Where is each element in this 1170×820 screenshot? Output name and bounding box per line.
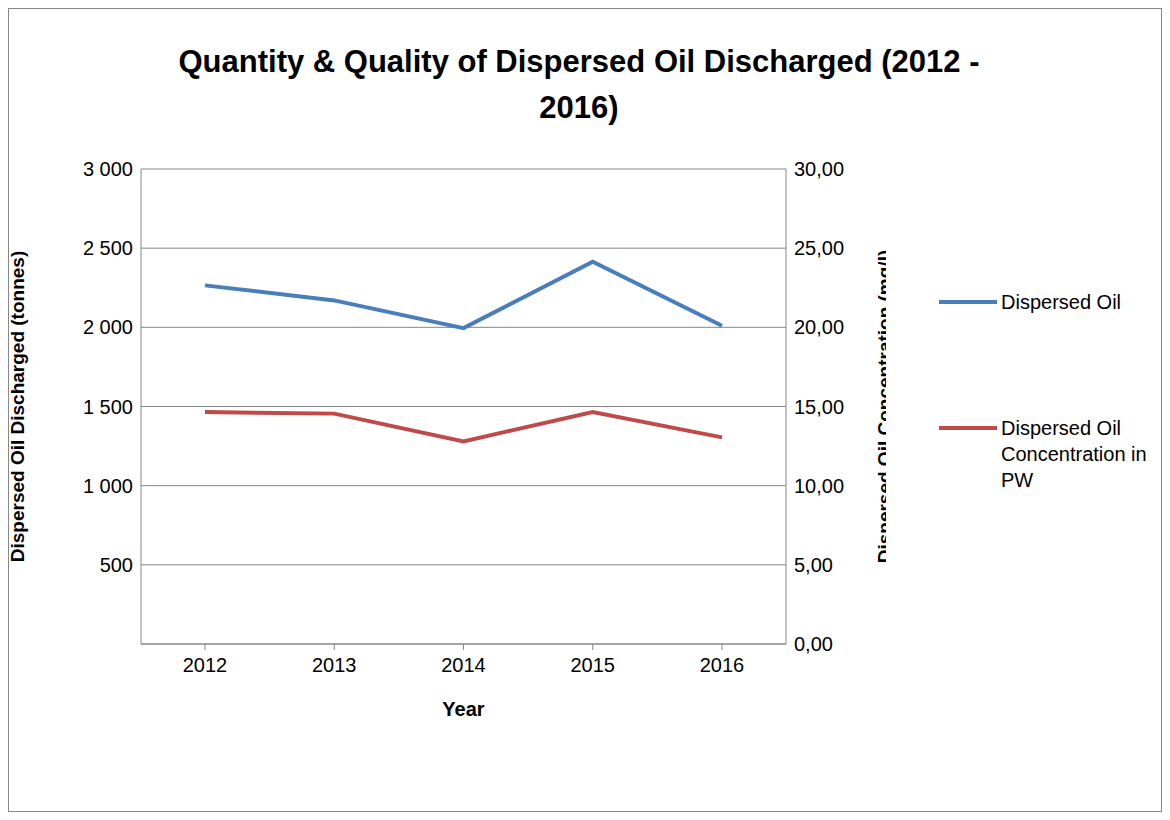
- svg-text:5,00: 5,00: [794, 554, 833, 576]
- svg-text:2 500: 2 500: [83, 237, 133, 259]
- svg-text:1 500: 1 500: [83, 396, 133, 418]
- svg-text:2 000: 2 000: [83, 316, 133, 338]
- svg-text:30,00: 30,00: [794, 158, 844, 180]
- svg-text:2012: 2012: [183, 654, 228, 676]
- svg-text:Dispersed Oil Discharged (tonn: Dispersed Oil Discharged (tonnes): [9, 251, 28, 562]
- svg-text:2013: 2013: [312, 654, 357, 676]
- svg-text:2014: 2014: [441, 654, 486, 676]
- svg-text:15,00: 15,00: [794, 396, 844, 418]
- svg-text:25,00: 25,00: [794, 237, 844, 259]
- svg-text:0,00: 0,00: [794, 633, 833, 655]
- svg-text:Year: Year: [442, 698, 484, 720]
- svg-text:2015: 2015: [571, 654, 616, 676]
- svg-text:3 000: 3 000: [83, 158, 133, 180]
- svg-text:10,00: 10,00: [794, 475, 844, 497]
- html-text:Quantity & Quality of Disperse: Quantity & Quality of Dispersed Oil Disc…: [178, 44, 980, 125]
- svg-text:500: 500: [100, 554, 133, 576]
- html-text:Dispersed Oil Concentration in: Dispersed Oil Concentration in PW: [1001, 417, 1147, 491]
- svg-text:1 000: 1 000: [83, 475, 133, 497]
- svg-text:2016: 2016: [700, 654, 745, 676]
- html-text:Dispersed Oil: Dispersed Oil: [1001, 291, 1121, 313]
- svg-text:Dispersed Oil Concentration (m: Dispersed Oil Concentration (mg/l): [874, 250, 886, 564]
- svg-text:20,00: 20,00: [794, 316, 844, 338]
